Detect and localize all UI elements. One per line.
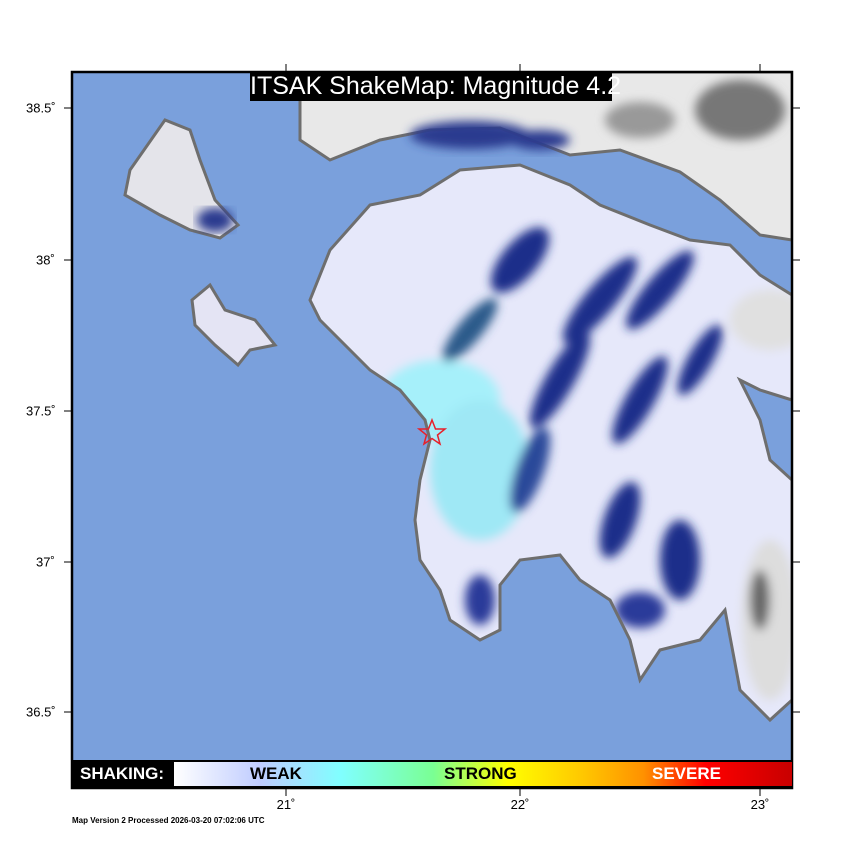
zakynthos-island bbox=[190, 282, 278, 368]
footer-processed-info: Map Version 2 Processed 2026-03-20 07:02… bbox=[72, 816, 265, 825]
epicenter-star-icon bbox=[416, 417, 448, 446]
y-tick-label: 37˚ bbox=[36, 554, 55, 570]
x-tick-label: 21˚ bbox=[276, 797, 296, 812]
x-tick-label: 23˚ bbox=[750, 797, 770, 812]
legend-label: SHAKING: bbox=[80, 764, 165, 783]
y-tick-label: 36.5˚ bbox=[26, 704, 56, 720]
map-title: ITSAK ShakeMap: Magnitude 4.2 bbox=[250, 72, 622, 101]
x-tick-label: 22˚ bbox=[510, 797, 530, 812]
legend-strong: STRONG bbox=[444, 764, 517, 783]
terrain-shading bbox=[410, 80, 785, 150]
kefalonia-island bbox=[123, 118, 241, 240]
legend-color-bar bbox=[174, 762, 792, 786]
legend-severe: SEVERE bbox=[652, 764, 721, 783]
y-tick-label: 38.5˚ bbox=[26, 100, 56, 116]
shaking-legend: SHAKING: WEAK STRONG SEVERE bbox=[72, 760, 792, 788]
coastline bbox=[308, 163, 792, 723]
intensity-shading bbox=[380, 227, 792, 700]
y-tick-label: 37.5˚ bbox=[26, 403, 56, 419]
kefalonia-shading bbox=[197, 208, 233, 232]
y-tick-label: 38˚ bbox=[36, 252, 55, 268]
tick-marks bbox=[64, 64, 800, 796]
legend-weak: WEAK bbox=[250, 764, 302, 783]
